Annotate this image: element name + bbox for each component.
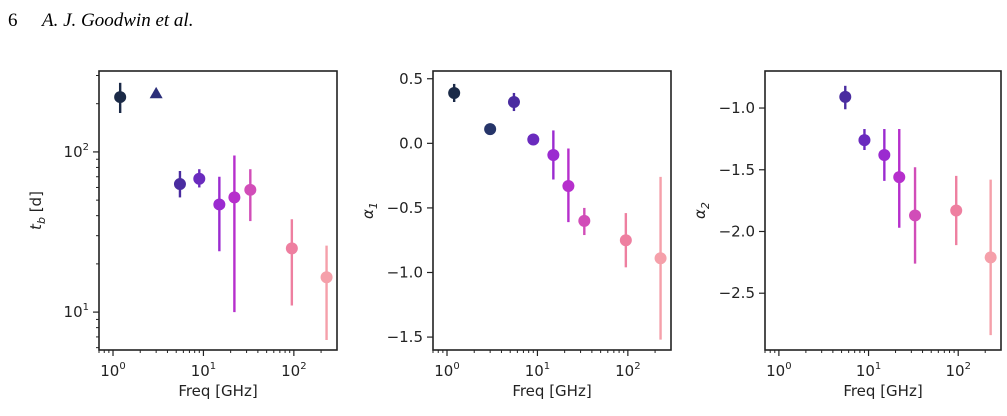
data-point (173, 178, 186, 191)
x-tick-base: 10 (100, 362, 119, 380)
y-axis-label-subscript: 1 (367, 202, 380, 209)
x-tick-exponent: 2 (634, 361, 640, 372)
data-point (547, 148, 560, 161)
page-number: 6 (8, 10, 18, 31)
data-point (619, 234, 632, 247)
data-point (527, 133, 540, 146)
x-tick-exponent: 2 (965, 361, 971, 372)
x-tick-exponent: 0 (119, 361, 125, 372)
x-tick-label: 102 (281, 361, 306, 380)
x-tick-label: 101 (191, 361, 216, 380)
y-axis-label-main: α (691, 209, 709, 219)
data-point (228, 191, 241, 204)
y-tick-base: 10 (64, 303, 83, 321)
data-point-triangle (149, 86, 163, 99)
x-tick-exponent: 2 (300, 361, 306, 372)
y-tick-exponent: 1 (83, 302, 89, 313)
y-tick-label: −0.5 (387, 199, 423, 217)
y-axis-label-subscript: 2 (699, 202, 712, 209)
data-point (858, 134, 871, 147)
data-point (114, 91, 127, 104)
plot-frame (432, 70, 672, 351)
y-tick-label: 0.5 (399, 70, 423, 88)
x-tick-base: 10 (525, 362, 544, 380)
y-tick-label: −1.5 (387, 328, 423, 346)
y-tick-label: −2.0 (719, 222, 755, 240)
data-point (909, 209, 922, 222)
x-tick-exponent: 0 (785, 361, 791, 372)
x-tick-label: 102 (615, 361, 640, 380)
y-axis-label-unit: [d] (27, 191, 45, 217)
y-axis-label-main: α (359, 209, 377, 219)
y-axis-label-subscript: b (35, 217, 48, 224)
data-point (578, 214, 591, 227)
x-axis-label: Freq [GHz] (512, 382, 591, 400)
x-tick-label: 100 (434, 361, 459, 380)
x-tick-label: 100 (100, 361, 125, 380)
data-point (950, 204, 963, 217)
y-axis-label-main: t (27, 223, 45, 230)
y-tick-exponent: 2 (83, 142, 89, 153)
plot-frame (98, 70, 338, 351)
y-tick-label: 101 (64, 302, 89, 321)
x-tick-base: 10 (856, 362, 875, 380)
data-point (893, 171, 906, 184)
x-tick-base: 10 (615, 362, 634, 380)
data-point (839, 90, 852, 103)
x-tick-base: 10 (191, 362, 210, 380)
y-tick-label: 0.0 (399, 134, 423, 152)
data-point (448, 86, 461, 99)
x-axis-label: Freq [GHz] (178, 382, 257, 400)
data-point (654, 252, 667, 265)
data-point (213, 198, 226, 211)
x-tick-exponent: 0 (453, 361, 459, 372)
x-tick-base: 10 (434, 362, 453, 380)
x-tick-label: 101 (856, 361, 881, 380)
y-axis-label: α1 (359, 202, 380, 219)
data-point (562, 179, 575, 192)
x-axis-label: Freq [GHz] (843, 382, 922, 400)
data-point (285, 242, 298, 255)
y-tick-label: 102 (64, 142, 89, 161)
x-tick-exponent: 1 (544, 361, 550, 372)
data-point (320, 271, 333, 284)
data-point (984, 251, 997, 264)
data-point (507, 96, 520, 108)
y-tick-label: −1.0 (719, 99, 755, 117)
page-header: 6 A. J. Goodwin et al. (8, 10, 193, 32)
y-tick-base: 10 (64, 143, 83, 161)
author-line: A. J. Goodwin et al. (42, 10, 194, 31)
y-tick-label: −2.5 (719, 284, 755, 302)
data-point (878, 148, 891, 161)
y-axis-label: α2 (691, 202, 712, 219)
data-point (244, 183, 257, 196)
plot-frame (764, 70, 1002, 351)
x-tick-exponent: 1 (875, 361, 881, 372)
x-tick-label: 102 (945, 361, 970, 380)
y-tick-label: −1.5 (719, 161, 755, 179)
x-tick-base: 10 (766, 362, 785, 380)
y-axis-label: tb [d] (27, 191, 48, 230)
x-tick-label: 100 (766, 361, 791, 380)
data-point (193, 172, 206, 185)
x-tick-label: 101 (525, 361, 550, 380)
data-point (484, 123, 497, 136)
x-tick-exponent: 1 (210, 361, 216, 372)
y-tick-label: −1.0 (387, 264, 423, 282)
x-tick-base: 10 (281, 362, 300, 380)
x-tick-base: 10 (945, 362, 964, 380)
